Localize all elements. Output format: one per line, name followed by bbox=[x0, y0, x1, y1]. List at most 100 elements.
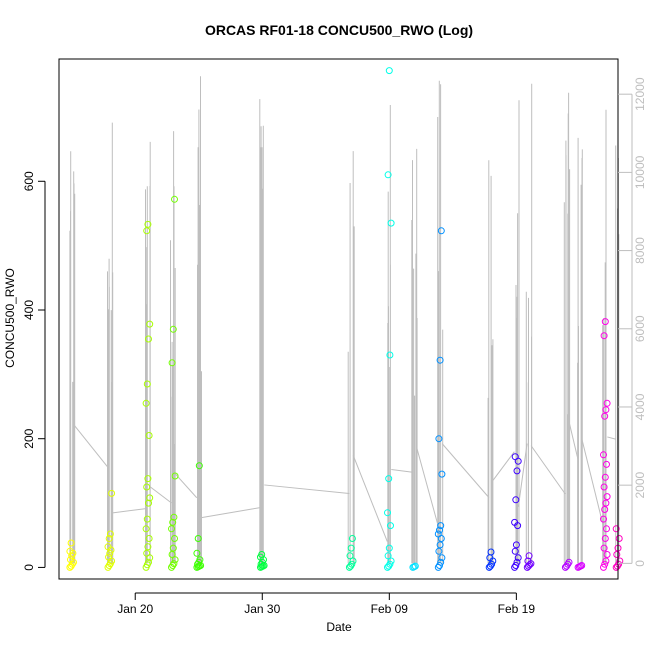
data-point bbox=[348, 560, 356, 568]
data-point bbox=[168, 563, 175, 571]
secondary-series-spikes bbox=[69, 151, 76, 564]
data-point bbox=[170, 560, 178, 568]
data-point bbox=[526, 561, 534, 569]
data-point bbox=[169, 518, 177, 526]
data-point bbox=[487, 548, 495, 556]
y-tick-label: 600 bbox=[22, 171, 36, 191]
data-point bbox=[512, 496, 520, 504]
secondary-series-connector bbox=[607, 436, 617, 440]
secondary-series-spikes bbox=[577, 137, 583, 564]
data-point bbox=[563, 562, 571, 570]
y2-tick-label: 6000 bbox=[633, 315, 647, 342]
data-point bbox=[194, 535, 202, 542]
data-point bbox=[386, 560, 394, 568]
data-point bbox=[385, 475, 393, 483]
data-point bbox=[385, 544, 393, 552]
secondary-series-connector bbox=[441, 443, 490, 498]
data-point bbox=[143, 483, 151, 491]
data-point bbox=[600, 563, 607, 571]
data-point bbox=[511, 453, 519, 461]
data-point bbox=[384, 171, 392, 179]
secondary-series-spikes bbox=[197, 76, 202, 564]
secondary-series-connector bbox=[581, 438, 604, 527]
chart-title: ORCAS RF01-18 CONCU500_RWO (Log) bbox=[205, 22, 473, 38]
data-point bbox=[603, 399, 611, 407]
data-point bbox=[105, 553, 113, 561]
data-point bbox=[511, 547, 519, 555]
data-point bbox=[387, 557, 395, 565]
data-point bbox=[106, 549, 114, 557]
data-point bbox=[602, 499, 610, 507]
data-points-layer bbox=[66, 67, 624, 571]
secondary-series-spikes bbox=[347, 151, 355, 564]
data-point bbox=[171, 556, 179, 564]
secondary-series-spikes bbox=[515, 100, 520, 564]
secondary-series-spikes bbox=[563, 92, 571, 564]
data-point bbox=[145, 499, 152, 507]
data-point bbox=[106, 530, 114, 538]
data-point bbox=[437, 227, 445, 235]
data-point bbox=[168, 525, 175, 533]
data-point bbox=[514, 554, 522, 562]
data-point bbox=[145, 558, 152, 566]
secondary-series-spikes bbox=[411, 148, 418, 564]
data-point bbox=[195, 462, 203, 470]
y-axis-label: CONCU500_RWO bbox=[3, 268, 17, 368]
data-point bbox=[512, 541, 520, 549]
data-point bbox=[436, 541, 444, 549]
data-point bbox=[145, 335, 152, 343]
secondary-series-layer bbox=[69, 76, 620, 564]
data-point bbox=[169, 325, 177, 333]
data-point bbox=[144, 475, 152, 483]
y2-tick-label: 8000 bbox=[633, 237, 647, 264]
data-point bbox=[600, 332, 608, 340]
data-point bbox=[168, 359, 176, 367]
data-point bbox=[578, 562, 586, 569]
data-point bbox=[144, 220, 152, 228]
data-point bbox=[68, 560, 76, 568]
data-point bbox=[602, 406, 610, 414]
x-tick-label: Feb 19 bbox=[498, 602, 536, 616]
data-point bbox=[513, 467, 521, 475]
data-point bbox=[142, 525, 150, 533]
data-point bbox=[348, 535, 356, 542]
data-point bbox=[168, 551, 176, 558]
secondary-series-connector bbox=[568, 422, 579, 460]
data-point bbox=[143, 515, 151, 523]
secondary-series-connector bbox=[352, 455, 388, 542]
data-point bbox=[436, 562, 443, 569]
data-point bbox=[601, 473, 609, 481]
data-point bbox=[437, 522, 445, 530]
x-tick-label: Jan 30 bbox=[244, 602, 280, 616]
data-point bbox=[488, 560, 496, 568]
data-point bbox=[105, 535, 113, 542]
data-point bbox=[193, 549, 201, 557]
y2-tick-label: 2000 bbox=[633, 471, 647, 498]
data-point bbox=[384, 552, 392, 560]
data-point bbox=[347, 544, 355, 552]
data-point bbox=[434, 530, 442, 538]
data-point bbox=[601, 318, 609, 326]
data-point bbox=[104, 543, 112, 551]
secondary-series-spikes bbox=[525, 83, 533, 564]
x-tick-label: Feb 09 bbox=[371, 602, 409, 616]
data-point bbox=[524, 557, 532, 565]
secondary-series-connector bbox=[111, 508, 146, 514]
secondary-series-connector bbox=[517, 443, 528, 507]
data-point bbox=[143, 380, 151, 388]
data-point bbox=[513, 558, 521, 566]
data-point bbox=[511, 518, 519, 526]
data-point bbox=[171, 535, 178, 542]
data-point bbox=[349, 557, 357, 565]
secondary-series-spikes bbox=[107, 122, 114, 564]
secondary-series-spikes bbox=[487, 160, 494, 564]
data-point bbox=[385, 67, 393, 75]
data-point bbox=[143, 549, 151, 557]
data-point bbox=[67, 539, 75, 547]
data-point bbox=[601, 560, 609, 568]
data-point bbox=[525, 552, 533, 560]
plot-frame bbox=[58, 58, 619, 580]
data-point bbox=[437, 558, 445, 566]
data-point bbox=[346, 552, 354, 560]
